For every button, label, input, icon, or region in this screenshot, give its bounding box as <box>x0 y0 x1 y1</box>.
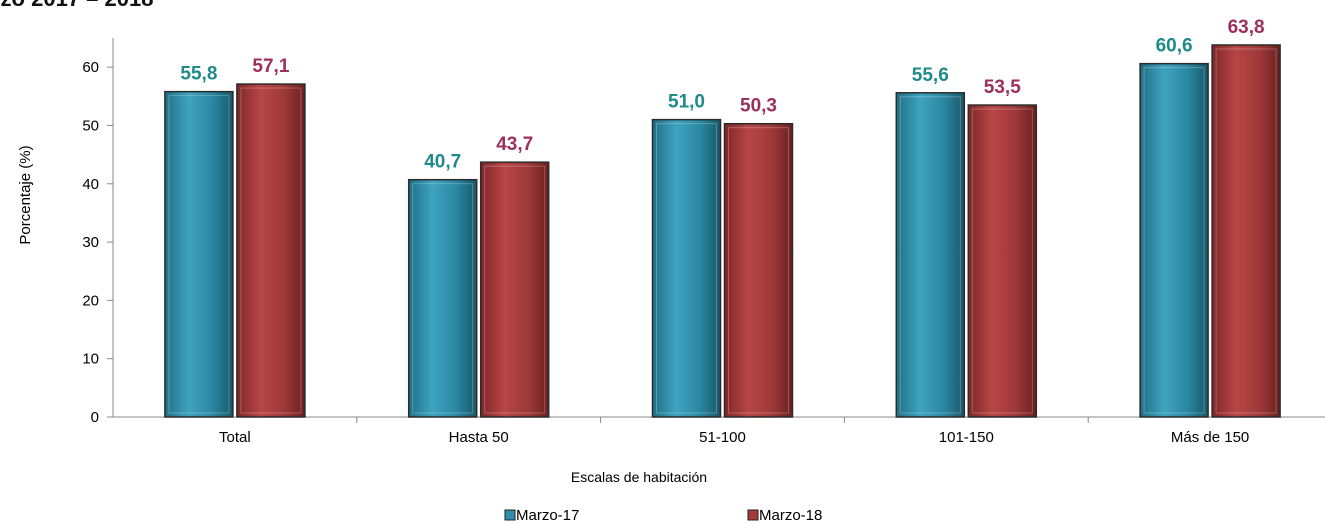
bar <box>236 83 306 418</box>
axes: 0 10 20 30 40 50 60 Total Hasta 50 51-100 101-150 M… <box>82 38 1325 446</box>
data-label: 43,7 <box>496 134 533 155</box>
y-tick-label: 0 <box>91 409 99 426</box>
bar <box>1139 62 1209 418</box>
legend-swatch <box>747 509 759 521</box>
y-tick-label: 60 <box>82 59 99 76</box>
data-labels: 55,8 57,1 40,7 43,7 51,0 50,3 55,6 53,5 60,6 63,8 <box>180 17 1264 173</box>
data-label: 57,1 <box>252 56 289 77</box>
bar <box>895 92 966 418</box>
x-tick-label: Más de 150 <box>1171 429 1249 446</box>
data-label: 63,8 <box>1228 17 1265 38</box>
data-label: 53,5 <box>984 77 1021 98</box>
bar <box>1211 44 1281 418</box>
legend: Marzo-17 Marzo-18 <box>504 507 822 523</box>
y-axis-label: Porcentaje (%) <box>17 145 34 244</box>
bar <box>651 118 722 418</box>
data-label: 50,3 <box>740 96 777 117</box>
x-tick-label: Total <box>219 429 251 446</box>
data-label: 55,8 <box>180 64 217 85</box>
bar <box>723 122 794 418</box>
bar <box>164 90 234 418</box>
bar <box>967 104 1038 418</box>
x-tick-label: Hasta 50 <box>449 429 509 446</box>
legend-item: Marzo-17 <box>504 507 579 523</box>
bar <box>407 178 478 418</box>
y-tick-label: 30 <box>82 234 99 251</box>
page-title: rzo 2017 – 2018 <box>0 0 153 12</box>
y-tick-label: 50 <box>82 117 99 134</box>
x-tick-label: 51-100 <box>699 429 746 446</box>
bars <box>164 44 1281 418</box>
data-label: 55,6 <box>912 65 949 86</box>
data-label: 60,6 <box>1156 36 1193 57</box>
bar <box>479 161 550 418</box>
x-axis-label: Escalas de habitación <box>571 469 707 485</box>
legend-label: Marzo-18 <box>759 507 822 523</box>
data-label: 40,7 <box>424 152 461 173</box>
legend-swatch <box>504 509 516 521</box>
y-tick-label: 40 <box>82 176 99 193</box>
x-tick-label: 101-150 <box>939 429 994 446</box>
legend-item: Marzo-18 <box>747 507 822 523</box>
y-tick-label: 10 <box>82 351 99 368</box>
data-label: 51,0 <box>668 92 705 113</box>
y-tick-label: 20 <box>82 292 99 309</box>
legend-label: Marzo-17 <box>516 507 579 523</box>
